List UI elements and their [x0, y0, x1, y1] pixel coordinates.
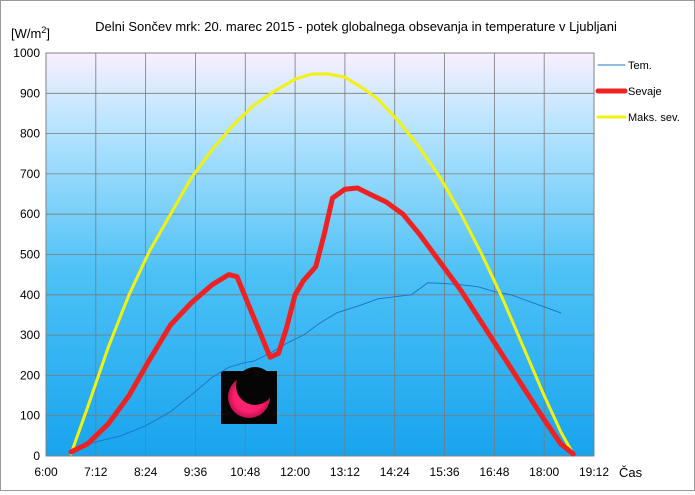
y-axis-label-main: [W/m — [11, 26, 41, 41]
eclipse-image — [221, 367, 277, 424]
y-axis-label-end: ] — [46, 26, 50, 41]
x-tick-label: 13:12 — [330, 465, 360, 479]
y-tick-label: 0 — [33, 449, 40, 463]
y-tick-label: 600 — [20, 207, 40, 221]
legend-label-maks-sev: Maks. sev. — [628, 112, 680, 124]
chart-title: Delni Sončev mrk: 20. marec 2015 - potek… — [95, 19, 617, 34]
y-tick-label: 700 — [20, 167, 40, 181]
series-lines — [68, 72, 576, 457]
y-tick-label: 100 — [20, 409, 40, 423]
y-axis-label-sup: 2 — [41, 25, 46, 35]
x-tick-labels: 6:00 7:12 8:24 9:36 10:48 12:00 13:12 14:24 15:3… — [34, 465, 609, 479]
y-tick-label: 500 — [20, 248, 40, 262]
moon-shadow-icon — [236, 367, 274, 405]
series-line-tem — [70, 282, 562, 451]
x-axis-label: Čas — [619, 465, 643, 480]
y-tick-label: 1000 — [13, 46, 40, 60]
x-tick-label: 6:00 — [34, 465, 58, 479]
y-tick-label: 400 — [20, 288, 40, 302]
y-tick-label: 900 — [20, 86, 40, 100]
legend-label-sevaje: Sevaje — [628, 86, 662, 98]
x-tick-label: 15:36 — [430, 465, 460, 479]
series-line-sevaje — [68, 185, 576, 457]
x-tick-label: 7:12 — [84, 465, 108, 479]
y-tick-label: 800 — [20, 127, 40, 141]
y-tick-labels: 0 100 200 300 400 500 600 700 800 900 1000 — [13, 46, 40, 463]
x-tick-label: 18:00 — [529, 465, 559, 479]
y-tick-label: 200 — [20, 368, 40, 382]
x-tick-label: 9:36 — [184, 465, 208, 479]
x-tick-label: 8:24 — [134, 465, 158, 479]
x-tick-label: 16:48 — [479, 465, 509, 479]
legend: Tem. Sevaje Maks. sev. — [595, 60, 680, 124]
y-tick-label: 300 — [20, 328, 40, 342]
x-tick-label: 12:00 — [280, 465, 310, 479]
x-tick-label: 10:48 — [230, 465, 260, 479]
x-tick-label: 19:12 — [579, 465, 609, 479]
y-axis-label: [W/m2] — [11, 25, 50, 41]
legend-label-tem: Tem. — [628, 60, 652, 72]
series-line-maks-sev — [69, 72, 575, 456]
x-tick-label: 14:24 — [380, 465, 410, 479]
